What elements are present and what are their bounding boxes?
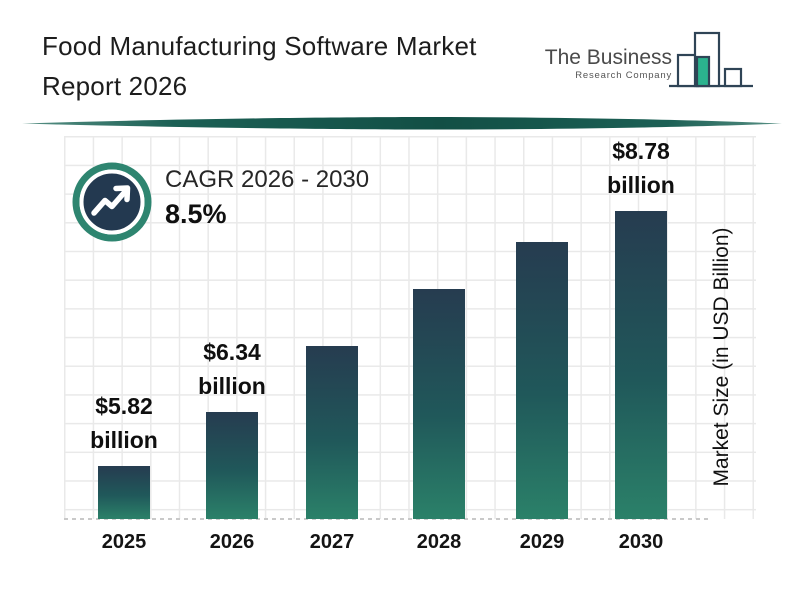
company-logo: The Business Research Company xyxy=(540,46,672,81)
bar-2025 xyxy=(98,466,150,519)
bar-value-line: billion xyxy=(90,427,158,453)
bar-value-line: $8.78 xyxy=(612,138,670,164)
bar-value-line: billion xyxy=(607,172,675,198)
x-tick-2030: 2030 xyxy=(618,531,664,553)
cagr-value: 8.5% xyxy=(165,199,227,229)
y-axis-label: Market Size (in USD Billion) xyxy=(710,227,733,487)
page-title: Food Manufacturing Software Market Report… xyxy=(42,26,477,106)
logo-company-subtitle: Research Company xyxy=(575,70,672,81)
bar-value-label-2025: $5.82 billion xyxy=(64,389,184,457)
bar-2026 xyxy=(206,412,258,519)
cagr-label: CAGR 2026 - 2030 xyxy=(165,166,370,193)
bar-2030 xyxy=(615,211,667,519)
header-divider xyxy=(22,117,782,130)
bar-value-label-2026: $6.34 billion xyxy=(172,335,292,403)
page-title-line2: Report 2026 xyxy=(42,71,188,101)
bar-value-line: $6.34 xyxy=(203,339,261,365)
x-tick-2028: 2028 xyxy=(416,531,462,553)
bar-2027 xyxy=(306,346,358,519)
bar-2029 xyxy=(516,242,568,519)
bar-value-line: billion xyxy=(198,373,266,399)
bar-value-label-2030: $8.78 billion xyxy=(581,134,701,202)
page-title-line1: Food Manufacturing Software Market xyxy=(42,31,477,61)
x-axis-baseline xyxy=(64,518,709,520)
x-tick-2025: 2025 xyxy=(101,531,147,553)
logo-bars-icon xyxy=(669,31,753,88)
x-tick-2027: 2027 xyxy=(309,531,355,553)
bar-2028 xyxy=(413,289,465,519)
x-tick-2029: 2029 xyxy=(519,531,565,553)
bar-value-line: $5.82 xyxy=(95,393,153,419)
trending-up-icon xyxy=(72,162,152,242)
logo-company-name: The Business xyxy=(544,46,672,69)
x-tick-2026: 2026 xyxy=(209,531,255,553)
